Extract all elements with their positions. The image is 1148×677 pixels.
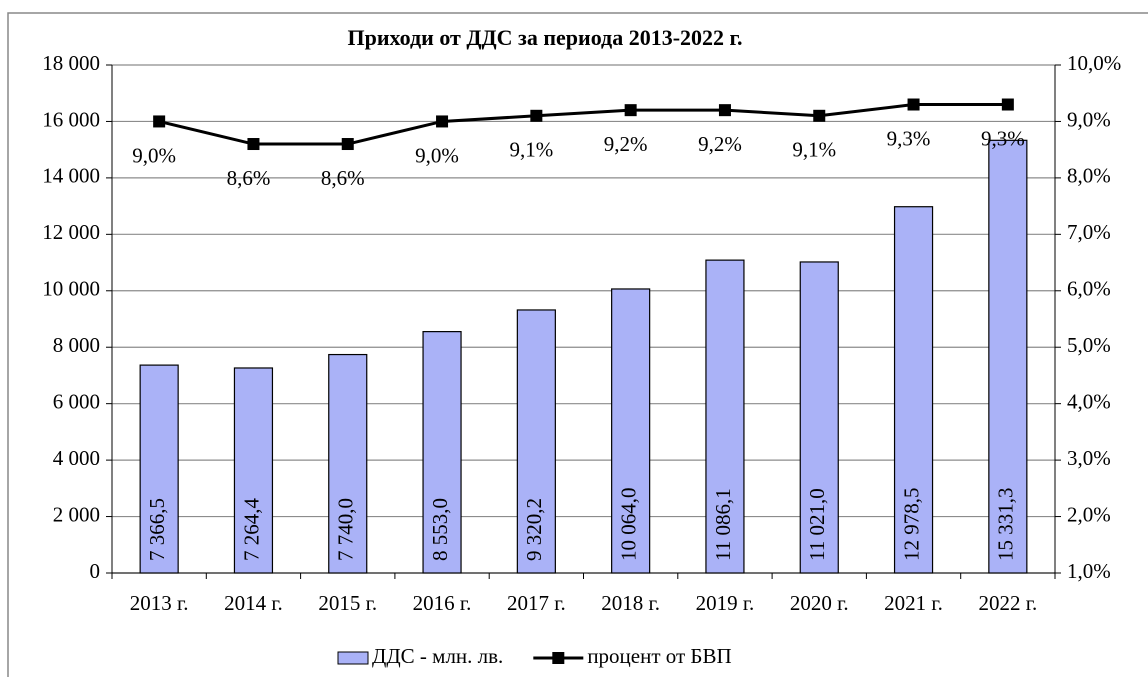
y2-tick-label: 5,0% [1067,333,1111,357]
y2-tick-label: 3,0% [1067,446,1111,470]
line-value-label: 9,0% [132,143,176,167]
bar [705,259,745,574]
y-tick-label: 18 000 [42,51,100,75]
x-tick-label: 2017 г. [507,591,566,615]
y-tick-label: 8 000 [53,333,100,357]
x-tick-label: 2022 г. [978,591,1037,615]
y2-tick-label: 2,0% [1067,502,1111,526]
bar-value-label: 9 320,2 [522,498,546,561]
x-tick-label: 2013 г. [130,591,189,615]
line-marker [624,104,637,117]
legend-swatch [337,651,369,665]
y2-tick-label: 9,0% [1067,107,1111,131]
bar [799,261,839,574]
y2-tick-label: 10,0% [1067,51,1121,75]
y-tick-label: 12 000 [42,220,100,244]
line-value-label: 8,6% [321,166,365,190]
y2-tick-label: 4,0% [1067,389,1111,413]
line-marker [813,109,826,122]
x-tick-label: 2020 г. [790,591,849,615]
x-tick-label: 2019 г. [696,591,755,615]
x-tick-label: 2021 г. [884,591,943,615]
bar-value-label: 15 331,3 [994,488,1018,562]
y2-tick-label: 7,0% [1067,220,1111,244]
line-marker [718,104,731,117]
line-marker [530,109,543,122]
y2-tick-label: 1,0% [1067,559,1111,583]
x-tick-label: 2018 г. [601,591,660,615]
bar [611,288,651,574]
legend-label: процент от БВП [587,644,731,668]
line-value-label: 9,3% [981,126,1025,150]
line-value-label: 9,1% [509,138,553,162]
bar-value-label: 11 021,0 [805,488,829,561]
line-marker [907,98,920,111]
bar [516,309,556,574]
bar-value-label: 10 064,0 [616,488,640,562]
line-value-label: 9,3% [887,126,931,150]
bar-value-label: 7 366,5 [145,498,169,561]
bar-value-label: 8 553,0 [428,498,452,561]
line-value-label: 9,0% [415,143,459,167]
y-tick-label: 16 000 [42,107,100,131]
bar [893,206,934,574]
line-marker [153,115,166,128]
bar-value-label: 12 978,5 [899,488,923,562]
x-tick-label: 2014 г. [224,591,283,615]
line-value-label: 9,2% [698,132,742,156]
chart-frame [7,12,1148,677]
x-tick-label: 2016 г. [413,591,472,615]
bar [422,331,462,574]
line-value-label: 9,2% [604,132,648,156]
bar-value-label: 7 740,0 [334,498,358,561]
bar [139,364,179,574]
chart-title: Приходи от ДДС за периода 2013-2022 г. [347,25,742,50]
y-tick-label: 14 000 [42,164,100,188]
x-tick-label: 2015 г. [318,591,377,615]
line-value-label: 9,1% [792,138,836,162]
line [158,103,1008,146]
bar [233,367,274,574]
bar-value-label: 7 264,4 [239,498,263,562]
bar [328,353,368,574]
y2-tick-label: 8,0% [1067,164,1111,188]
y2-tick-label: 6,0% [1067,277,1111,301]
line-marker [247,138,260,151]
y-tick-label: 0 [90,559,101,583]
y-tick-label: 4 000 [53,446,100,470]
y-tick-label: 6 000 [53,389,100,413]
y-tick-label: 10 000 [42,277,100,301]
line-value-label: 8,6% [227,166,271,190]
y-tick-label: 2 000 [53,502,100,526]
line-marker [1001,98,1014,111]
legend-marker [552,652,565,664]
bar [988,139,1028,574]
bar-value-label: 11 086,1 [711,488,735,561]
legend-label: ДДС - млн. лв. [372,644,503,668]
line-marker [341,138,354,151]
line-marker [436,115,449,128]
